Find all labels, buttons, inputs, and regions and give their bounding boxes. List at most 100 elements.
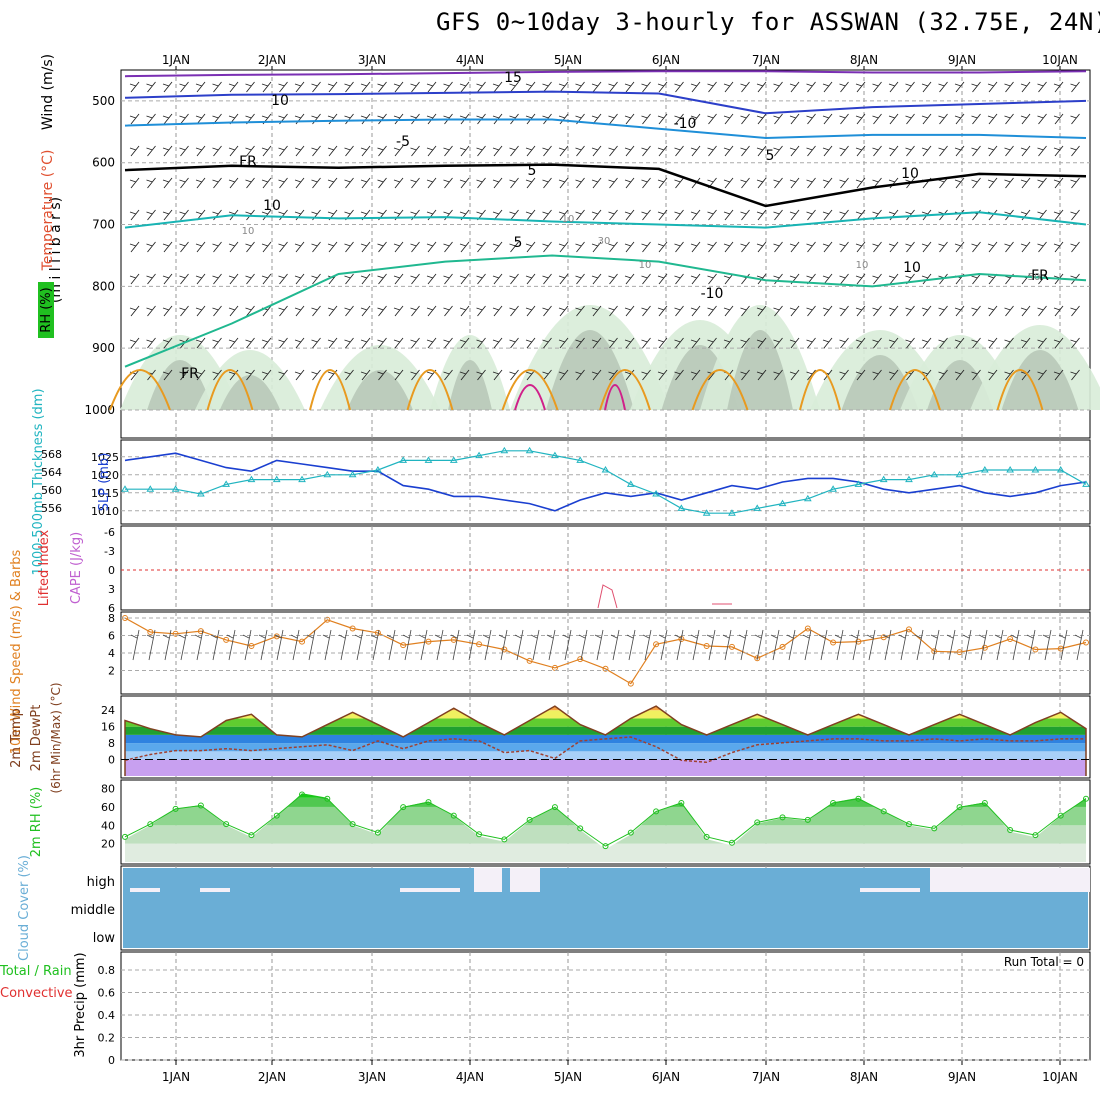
panel-frame-stability: [120, 525, 1091, 611]
wind-barb: [921, 369, 932, 381]
wind-barb-10m: [690, 629, 700, 661]
precip-tick-label: 0.2: [98, 1032, 116, 1045]
wind-barb: [443, 337, 453, 349]
day-label-bottom: 7JAN: [752, 1070, 780, 1084]
wind-barb: [245, 273, 255, 285]
wind-barb: [393, 113, 404, 125]
wind-barb: [1004, 241, 1014, 253]
wind-barb: [773, 177, 783, 189]
wind-barb: [905, 145, 915, 157]
isotherm--15: [124, 70, 1087, 78]
wind-barb: [723, 81, 734, 93]
panel-frame-rh: [120, 779, 1091, 865]
wind-barb: [773, 337, 783, 349]
rh-shade-dark: [1001, 350, 1079, 410]
wind-barb: [789, 337, 800, 349]
series-point-RH: [956, 804, 963, 811]
wind-barb: [360, 241, 371, 253]
wind-barb: [740, 81, 750, 93]
wind-barb: [1053, 305, 1064, 317]
wind-barb-10m: [306, 629, 316, 661]
wind-barb: [162, 145, 173, 157]
wind-barb: [294, 273, 305, 285]
wind-barb: [789, 209, 800, 221]
wind-barb: [278, 273, 288, 285]
wind-barb: [377, 369, 387, 381]
wind-barb: [954, 369, 965, 381]
wind-barb-10m: [674, 629, 684, 661]
wind-tick-label: 4: [108, 647, 115, 660]
wind-barb: [938, 369, 948, 381]
wind-barb: [954, 209, 965, 221]
series-point-RH: [526, 816, 533, 823]
wind-barb: [443, 369, 453, 381]
wind-barb-10m: [946, 629, 956, 661]
wind-barb: [476, 369, 486, 381]
day-label-bottom: 8JAN: [850, 1070, 878, 1084]
wind-barb: [855, 145, 866, 157]
wind-barb: [641, 241, 651, 253]
wind-barb: [575, 241, 585, 253]
contour-label: 5: [528, 163, 537, 179]
temperature-label: Temperature (°C): [40, 150, 56, 272]
wind-barb: [690, 81, 701, 93]
wind-barb: [393, 305, 404, 317]
wind-barb-10m: [450, 629, 460, 661]
wind-barb: [608, 369, 618, 381]
wind-barb: [179, 177, 189, 189]
day-label-bottom: 4JAN: [456, 1070, 484, 1084]
wind-barb: [327, 113, 338, 125]
rh-tick-label: 20: [101, 838, 115, 851]
li-tick-label: -6: [104, 526, 115, 539]
series-point-Thickness: [298, 475, 306, 483]
series-point-Speed: [526, 657, 533, 664]
wind-barb: [360, 177, 371, 189]
series-point-Thickness: [930, 470, 939, 478]
wind-barb: [344, 337, 354, 349]
wind-barb: [195, 241, 206, 253]
wind-barb: [987, 369, 998, 381]
wind-barb: [954, 305, 965, 317]
wind-barb: [195, 177, 206, 189]
wind-barb: [657, 369, 668, 381]
wind-barb: [492, 81, 503, 93]
slp-axis-label: SLP (mb): [97, 453, 112, 512]
wind-barb: [212, 273, 222, 285]
wind-barb: [756, 145, 767, 157]
wind-barb: [575, 209, 585, 221]
wind-barb: [459, 337, 470, 349]
wind-barb: [657, 145, 668, 157]
series-point-Speed: [627, 680, 634, 687]
wind-barb: [162, 113, 173, 125]
wind-barb: [476, 273, 486, 285]
wind-barb: [657, 337, 668, 349]
wind-barb: [674, 369, 684, 381]
contour-minor-label: 50: [1028, 272, 1041, 283]
pressure-tick-label: 500: [92, 94, 115, 108]
slp-tick-label: 1020: [91, 469, 119, 482]
wind-barb: [608, 305, 618, 317]
wind-barb: [608, 241, 618, 253]
temp-band: [125, 751, 1086, 760]
wind-barb: [855, 81, 866, 93]
wind-barb: [888, 145, 899, 157]
series-point-Speed: [197, 628, 204, 635]
wind-barb: [228, 177, 239, 189]
wind-barb: [129, 209, 140, 221]
day-label-bottom: 2JAN: [258, 1070, 286, 1084]
cloud-gap: [930, 868, 1090, 892]
wind-barb: [938, 305, 948, 317]
wind-barb: [971, 81, 981, 93]
rh-shade-dark: [546, 330, 634, 410]
wind-barb: [938, 337, 948, 349]
cloud-axis-label: Cloud Cover (%): [17, 855, 32, 961]
cloud-gap: [400, 888, 460, 892]
wind-barb: [806, 209, 816, 221]
series-point-RH: [602, 843, 609, 850]
series-point-RH: [627, 829, 634, 836]
wind-barb: [426, 241, 437, 253]
wind-barb-10m: [818, 629, 828, 661]
pressure-tick-label: 900: [92, 341, 115, 355]
wind-barb-10m: [210, 629, 220, 661]
wind-barb: [789, 113, 800, 125]
